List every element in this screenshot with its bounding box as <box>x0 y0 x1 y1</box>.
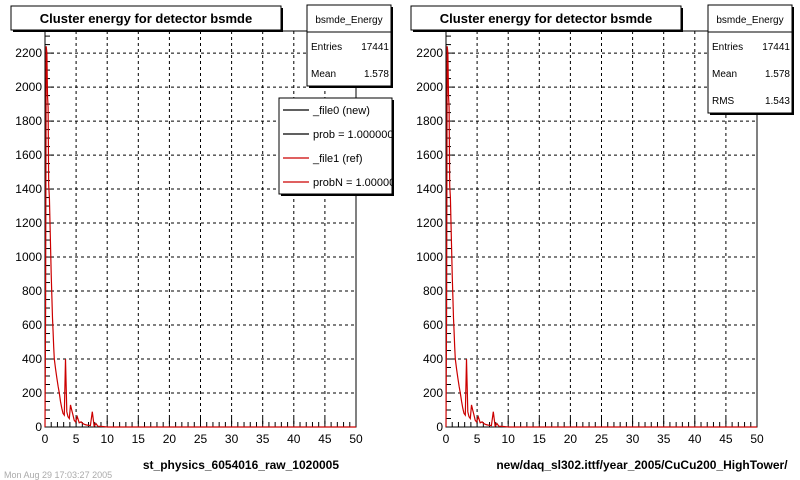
x-tick-label: 35 <box>657 432 671 446</box>
x-tick-label: 45 <box>719 432 733 446</box>
histogram-panel-1: 0 5 10 15 20 25 30 35 40 45 50 0 200 400 600 800 1000 120… <box>10 4 401 472</box>
legend-label: prob = 1.000000 <box>313 129 393 141</box>
stats-label: Entries <box>311 42 342 53</box>
x-tick-label: 15 <box>533 432 547 446</box>
x-tick-label: 0 <box>443 432 450 446</box>
stats-label: Entries <box>712 42 743 53</box>
chart-title: Cluster energy for detector bsmde <box>40 11 252 26</box>
y-tick-label: 200 <box>423 386 443 400</box>
y-tick-label: 1800 <box>15 114 42 128</box>
x-tick-label: 50 <box>750 432 764 446</box>
y-tick-label: 800 <box>22 284 42 298</box>
y-tick-label: 800 <box>423 284 443 298</box>
stats-box <box>707 4 793 114</box>
x-tick-label: 40 <box>287 432 301 446</box>
x-tick-label: 45 <box>318 432 332 446</box>
x-tick-label: 30 <box>626 432 640 446</box>
chart-title: Cluster energy for detector bsmde <box>440 11 652 26</box>
y-tick-label: 400 <box>423 352 443 366</box>
series-line-1 <box>445 46 757 428</box>
legend-label: probN = 1.000000 <box>313 177 401 189</box>
stats-name: bsmde_Energy <box>716 15 783 26</box>
y-tick-label: 0 <box>35 420 42 434</box>
y-tick-label: 1600 <box>416 148 443 162</box>
y-tick-label: 1400 <box>15 182 42 196</box>
x-axis-title: st_physics_6054016_raw_1020005 <box>143 458 339 472</box>
x-axis-title: new/daq_sl302.ittf/year_2005/CuCu200_Hig… <box>496 458 788 472</box>
histogram-panel-2: 0 5 10 15 20 25 30 35 40 45 50 0 200 400 600 800 1000 120… <box>410 4 794 472</box>
legend-box <box>278 97 393 195</box>
y-tick-label: 2000 <box>416 80 443 94</box>
title-box <box>410 5 682 31</box>
x-tick-label: 50 <box>349 432 363 446</box>
stats-value: 1.578 <box>765 69 790 80</box>
stats-value: 17441 <box>762 42 790 53</box>
stats-value: 1.543 <box>765 96 790 107</box>
stats-value: 1.578 <box>364 69 389 80</box>
x-tick-label: 15 <box>132 432 146 446</box>
y-tick-label: 2200 <box>416 46 443 60</box>
stats-label: RMS <box>712 96 735 107</box>
y-tick-label: 1200 <box>15 216 42 230</box>
y-tick-label: 400 <box>22 352 42 366</box>
x-tick-label: 10 <box>502 432 516 446</box>
y-tick-label: 2200 <box>15 46 42 60</box>
x-tick-label: 5 <box>474 432 481 446</box>
y-tick-label: 1000 <box>416 250 443 264</box>
y-tick-label: 0 <box>436 420 443 434</box>
y-tick-label: 600 <box>22 318 42 332</box>
stats-value: 17441 <box>361 42 389 53</box>
legend: _file0 (new) prob = 1.000000 _file1 (ref) p… <box>278 97 401 196</box>
x-tick-label: 5 <box>73 432 80 446</box>
x-tick-label: 20 <box>163 432 177 446</box>
y-tick-label: 1200 <box>416 216 443 230</box>
x-tick-label: 10 <box>101 432 115 446</box>
series-line-1 <box>44 46 356 428</box>
x-tick-label: 25 <box>194 432 208 446</box>
y-tick-label: 1000 <box>15 250 42 264</box>
y-tick-label: 600 <box>423 318 443 332</box>
legend-label: _file0 (new) <box>312 105 370 117</box>
legend-entries: _file0 (new) prob = 1.000000 _file1 (ref) p… <box>283 105 401 189</box>
stats-box <box>306 4 392 87</box>
x-tick-label: 30 <box>225 432 239 446</box>
y-tick-label: 2000 <box>15 80 42 94</box>
x-tick-label: 35 <box>256 432 270 446</box>
legend-label: _file1 (ref) <box>312 153 363 165</box>
x-tick-label: 25 <box>595 432 609 446</box>
stats-name: bsmde_Energy <box>315 15 382 26</box>
y-tick-label: 200 <box>22 386 42 400</box>
y-tick-label: 1400 <box>416 182 443 196</box>
y-tick-label: 1600 <box>15 148 42 162</box>
x-tick-label: 20 <box>564 432 578 446</box>
stats-label: Mean <box>712 69 737 80</box>
footer-timestamp: Mon Aug 29 17:03:27 2005 <box>4 470 112 480</box>
stats-label: Mean <box>311 69 336 80</box>
x-tick-label: 0 <box>42 432 49 446</box>
x-tick-label: 40 <box>688 432 702 446</box>
y-tick-label: 1800 <box>416 114 443 128</box>
title-box <box>10 5 282 31</box>
